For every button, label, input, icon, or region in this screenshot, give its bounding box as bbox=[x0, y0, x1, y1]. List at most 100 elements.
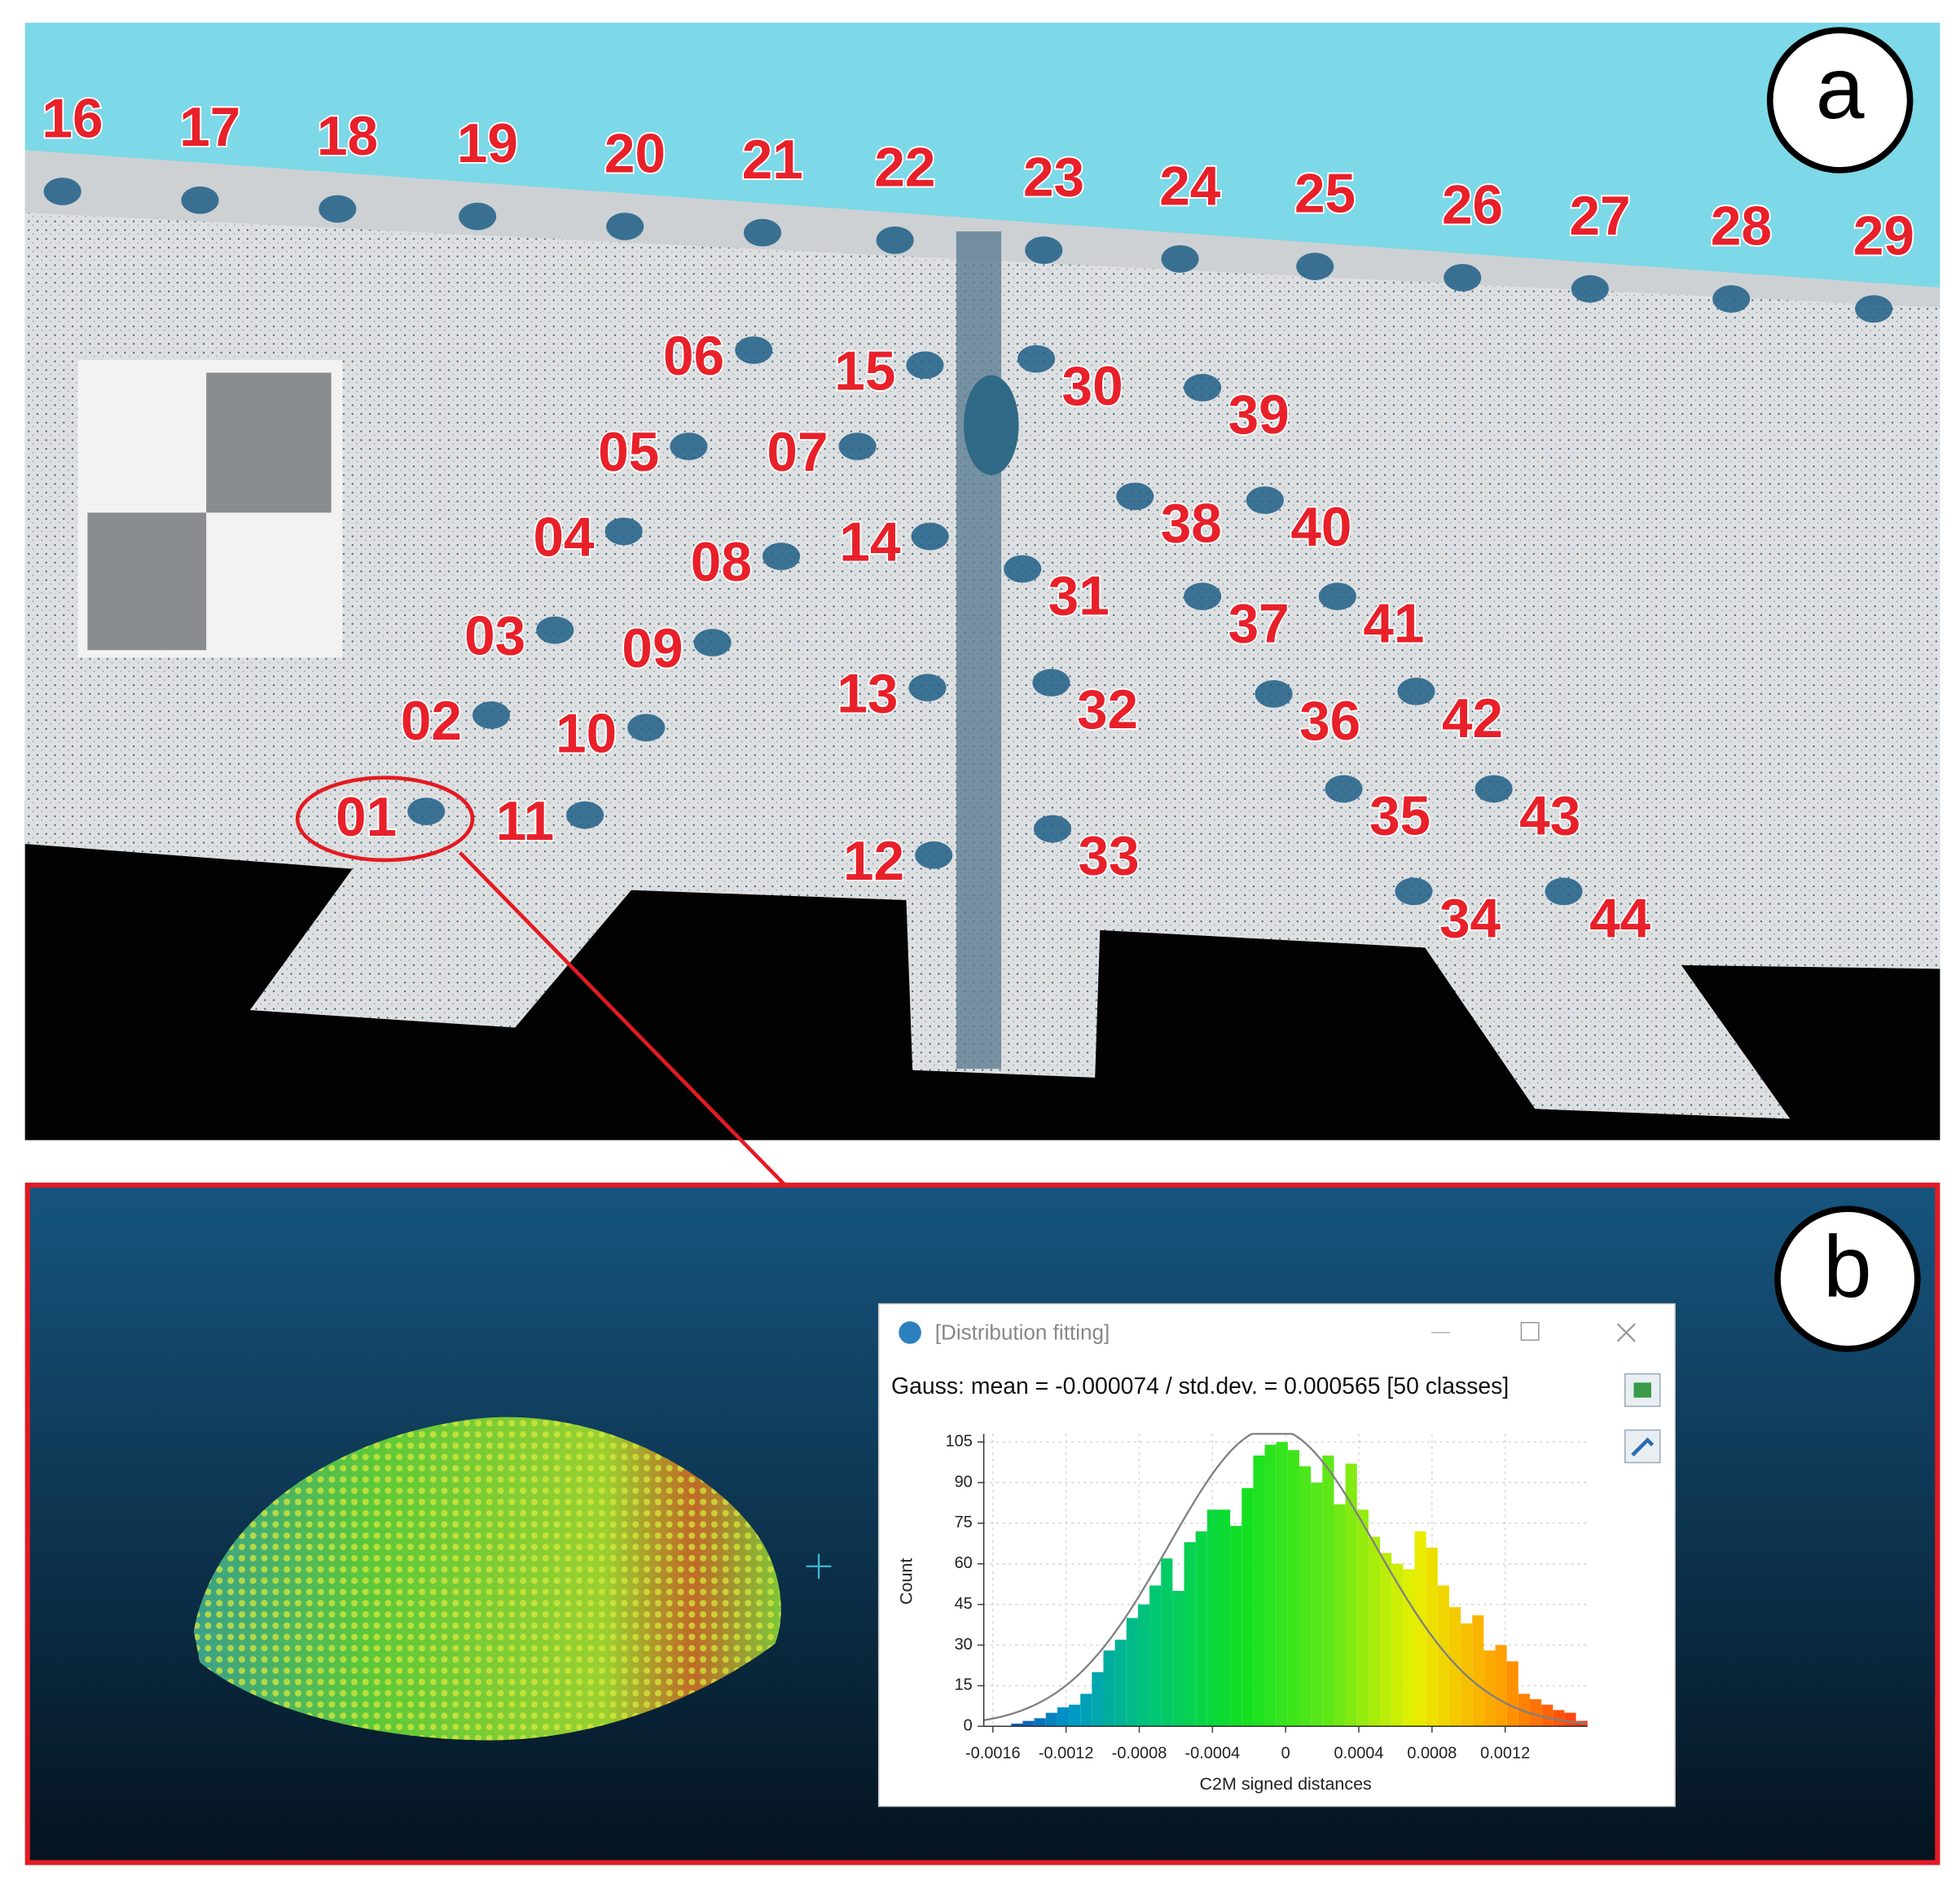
bolt-label: 01 bbox=[336, 787, 397, 848]
y-tick-label: 90 bbox=[955, 1473, 973, 1491]
bolt-head bbox=[1296, 253, 1334, 280]
bolt-label: 23 bbox=[1023, 147, 1084, 209]
bolt-head bbox=[1184, 582, 1222, 611]
bolt-head bbox=[1116, 482, 1154, 511]
bar bbox=[1553, 1710, 1565, 1727]
bar bbox=[1114, 1639, 1127, 1727]
panel-label: b bbox=[1823, 1218, 1872, 1316]
bolt-head bbox=[627, 714, 666, 742]
bolt-head bbox=[1017, 345, 1056, 373]
bar bbox=[1276, 1442, 1288, 1727]
bolt-label: 21 bbox=[742, 130, 803, 191]
bolt-label: 36 bbox=[1299, 691, 1360, 752]
bolt-label: 37 bbox=[1228, 593, 1290, 654]
bar bbox=[1564, 1712, 1576, 1727]
bar bbox=[1322, 1455, 1334, 1727]
stiffener bbox=[956, 231, 1002, 1070]
bolt-head bbox=[43, 178, 81, 205]
bar bbox=[1011, 1723, 1023, 1727]
bolt-label: 20 bbox=[604, 123, 666, 184]
bolt-label: 18 bbox=[317, 106, 378, 167]
y-tick-label: 0 bbox=[964, 1717, 973, 1735]
bolt-label: 26 bbox=[1442, 174, 1503, 235]
stiffener-blob bbox=[964, 375, 1019, 476]
bolt-label: 12 bbox=[843, 831, 904, 892]
point-cloud-points bbox=[193, 1417, 781, 1741]
bolt-head bbox=[693, 629, 732, 657]
bolt-label: 32 bbox=[1077, 679, 1138, 740]
bolt-head bbox=[762, 543, 801, 570]
bar bbox=[1161, 1558, 1173, 1727]
y-tick-label: 75 bbox=[955, 1513, 973, 1531]
bolt-label: 40 bbox=[1290, 497, 1351, 558]
bolt-label: 34 bbox=[1439, 888, 1501, 949]
bolt-group: 16 17 18 19 20 21 22 23 24 25 26 27 28 29 06 15 30 39 05 07… bbox=[41, 87, 1916, 951]
bolt-head bbox=[1033, 815, 1072, 843]
bolt-head bbox=[1032, 669, 1070, 696]
bar bbox=[1103, 1650, 1115, 1727]
bar bbox=[1034, 1718, 1046, 1727]
bar bbox=[1057, 1707, 1070, 1727]
bolt-label: 06 bbox=[663, 326, 724, 387]
bolt-head bbox=[1325, 775, 1363, 803]
bolt-label: 22 bbox=[874, 137, 935, 198]
bolt-head bbox=[536, 616, 574, 644]
bar bbox=[1483, 1650, 1496, 1727]
bar bbox=[1356, 1509, 1369, 1727]
fit-summary: Gauss: mean = -0.000074 / std.dev. = 0.0… bbox=[891, 1373, 1509, 1399]
bolt-label: 17 bbox=[179, 97, 240, 158]
bolt-label: 05 bbox=[598, 422, 659, 483]
x-tick-label: 0.0004 bbox=[1334, 1744, 1384, 1762]
bar bbox=[1069, 1704, 1081, 1727]
x-tick-label: -0.0008 bbox=[1112, 1744, 1167, 1762]
callout-line bbox=[459, 851, 787, 1187]
panel-b: b [Distribution fitting] Gauss: mean = -… bbox=[24, 1182, 1940, 1865]
bar bbox=[1253, 1455, 1265, 1727]
bolt-head bbox=[1184, 374, 1222, 402]
bolt-label: 02 bbox=[401, 691, 462, 752]
bar bbox=[1345, 1463, 1357, 1727]
bolt-label: 41 bbox=[1363, 593, 1424, 654]
bar bbox=[1403, 1569, 1415, 1727]
bolt-head bbox=[670, 433, 708, 460]
bolt-label: 14 bbox=[839, 512, 901, 573]
x-tick-label: -0.0016 bbox=[965, 1744, 1021, 1762]
bolt-label: 03 bbox=[464, 606, 525, 667]
settings-icon bbox=[1631, 1437, 1655, 1456]
close-button[interactable] bbox=[1616, 1323, 1636, 1342]
bar bbox=[1137, 1604, 1150, 1727]
bolt-head bbox=[1255, 679, 1293, 708]
y-tick-label: 60 bbox=[955, 1554, 973, 1572]
bar bbox=[1195, 1531, 1207, 1727]
bolt-label: 16 bbox=[42, 88, 103, 149]
bolt-label: 24 bbox=[1159, 156, 1221, 217]
bar bbox=[1380, 1553, 1392, 1727]
bolt-label: 08 bbox=[691, 532, 752, 593]
bolt-label: 39 bbox=[1228, 384, 1290, 446]
y-tick-label: 30 bbox=[955, 1636, 973, 1654]
x-tick-label: 0.0008 bbox=[1407, 1744, 1457, 1762]
y-axis-label: Count bbox=[897, 1558, 916, 1605]
bar bbox=[1391, 1563, 1404, 1727]
bolt-head bbox=[606, 213, 644, 240]
bar bbox=[1126, 1618, 1138, 1727]
bolt-head bbox=[1545, 877, 1583, 906]
bolt-head bbox=[1395, 877, 1433, 906]
maximize-button[interactable] bbox=[1520, 1321, 1540, 1341]
bar bbox=[1495, 1645, 1507, 1727]
bar bbox=[1506, 1661, 1518, 1727]
bolt-head bbox=[566, 801, 604, 829]
bar bbox=[1149, 1585, 1162, 1727]
bolt-label: 42 bbox=[1442, 688, 1503, 749]
bolt-label: 09 bbox=[622, 618, 683, 679]
bolt-head bbox=[911, 522, 949, 551]
bolt-head bbox=[908, 674, 947, 702]
pivot-cross bbox=[806, 1553, 832, 1579]
bolt-head bbox=[181, 186, 219, 214]
x-tick-label: 0.0012 bbox=[1480, 1744, 1530, 1762]
bar bbox=[1172, 1591, 1184, 1727]
bar bbox=[1437, 1585, 1449, 1727]
bar bbox=[1264, 1444, 1277, 1727]
x-tick-label: 0 bbox=[1281, 1744, 1290, 1762]
bolt-head bbox=[1161, 244, 1199, 273]
